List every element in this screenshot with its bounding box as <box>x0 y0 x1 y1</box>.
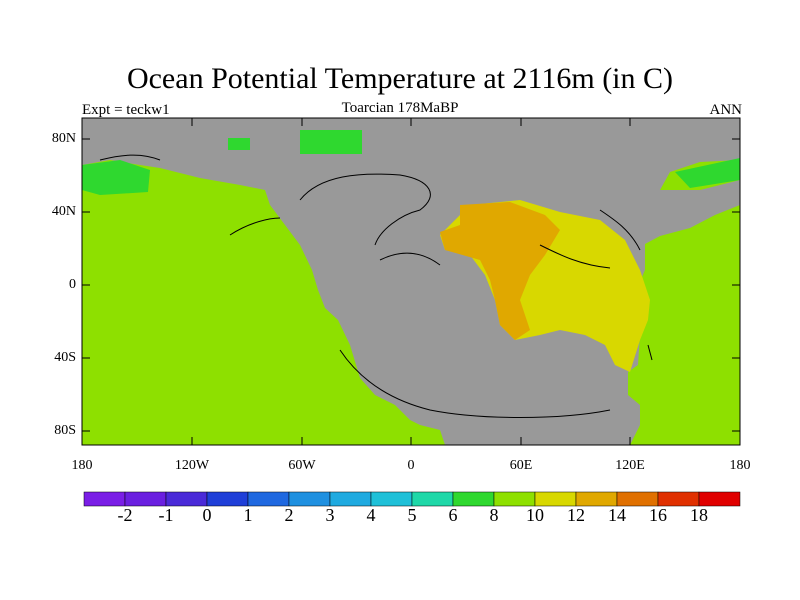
colorbar-swatch <box>575 491 618 507</box>
land-pangaea <box>82 118 740 445</box>
colorbar-swatch <box>329 491 372 507</box>
x-tick-0: 0 <box>407 458 415 473</box>
colorbar-label: -1 <box>158 505 174 525</box>
colorbar-swatch <box>124 491 167 507</box>
colorbar-label: 14 <box>608 505 626 525</box>
colorbar-swatch <box>493 491 536 507</box>
y-tick-40s: 40S <box>54 350 76 365</box>
colorbar-swatch <box>452 491 495 507</box>
colorbar-label: 3 <box>325 505 335 525</box>
colorbar-label: 10 <box>526 505 544 525</box>
x-tick-60w: 60W <box>288 458 316 473</box>
x-tick-180w: 180 <box>71 458 93 473</box>
arctic-island-cold <box>228 138 250 150</box>
plot-title: Ocean Potential Temperature at 2116m (in… <box>126 62 674 95</box>
season-label: ANN <box>709 102 743 118</box>
colorbar-swatch <box>247 491 290 507</box>
colorbar-label: 6 <box>448 505 458 525</box>
axis-ticks <box>82 118 740 445</box>
colorbar-swatch <box>83 491 126 507</box>
y-tick-40n: 40N <box>51 204 76 219</box>
colorbar-swatch <box>411 491 454 507</box>
colorbar-label: 16 <box>649 505 667 525</box>
y-tick-80n: 80N <box>51 131 76 146</box>
colorbar-swatch <box>698 491 741 507</box>
colorbar-swatch <box>165 491 208 507</box>
colorbar-label: 12 <box>567 505 585 525</box>
x-tick-120w: 120W <box>174 458 210 473</box>
y-tick-80s: 80S <box>54 423 76 438</box>
colorbar-swatch <box>288 491 331 507</box>
colorbar-label: 5 <box>407 505 417 525</box>
x-tick-60e: 60E <box>509 458 533 473</box>
x-tick-120e: 120E <box>615 458 645 473</box>
experiment-label: Expt = teckw1 <box>82 102 170 118</box>
colorbar-label: 0 <box>202 505 212 525</box>
colorbar-swatch <box>657 491 700 507</box>
y-tick-0: 0 <box>69 277 76 292</box>
colorbar-swatch <box>616 491 659 507</box>
cold-ocean-east <box>675 158 740 188</box>
period-label: Toarcian 178MaBP <box>341 100 459 116</box>
colorbar-swatch <box>206 491 249 507</box>
cold-ocean-west <box>82 160 150 195</box>
colorbar <box>83 491 741 507</box>
colorbar-swatch <box>370 491 413 507</box>
arctic-cold-patch <box>300 130 362 154</box>
colorbar-label: 4 <box>366 505 376 525</box>
x-tick-180e: 180 <box>729 458 751 473</box>
coastlines <box>99 154 653 418</box>
colorbar-label: -2 <box>117 505 133 525</box>
colorbar-swatch <box>534 491 577 507</box>
colorbar-label: 18 <box>690 505 708 525</box>
tethys-hot-core <box>440 202 560 340</box>
colorbar-label: 2 <box>284 505 294 525</box>
colorbar-label: 8 <box>489 505 499 525</box>
colorbar-label: 1 <box>243 505 253 525</box>
